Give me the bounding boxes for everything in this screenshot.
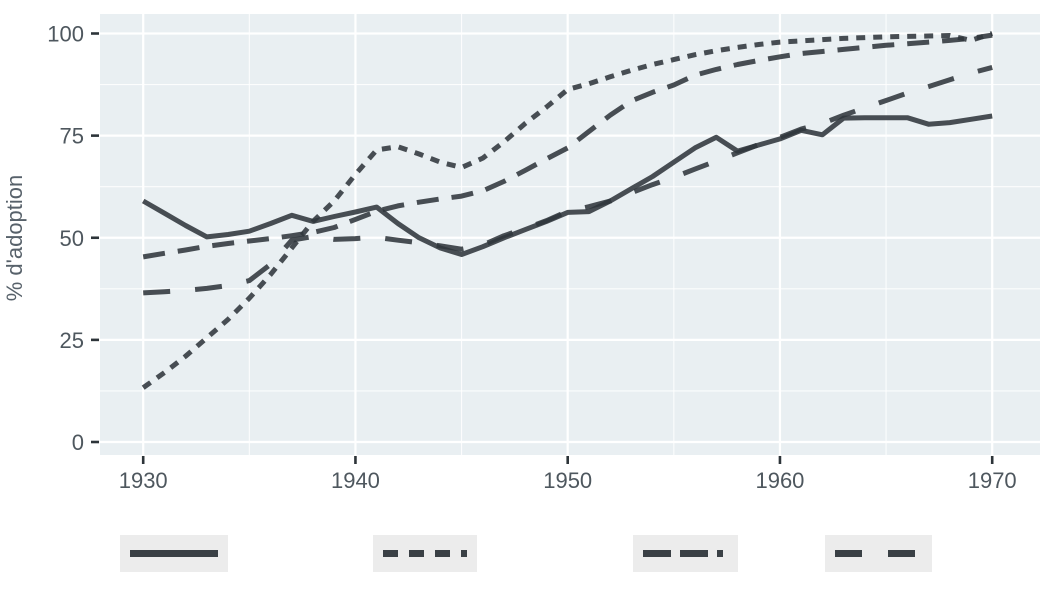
y-tick-label: 75	[60, 124, 84, 149]
generated-chart-layers: 0 25 50 75 100 1930 1940 1950 1960 1970	[47, 14, 1040, 493]
panel-background	[100, 14, 1040, 455]
legend: Automobile Réfrigérateur Poêle Vide	[0, 510, 1050, 600]
series-line-refrigerateur	[141, 31, 993, 390]
series-line-poele	[142, 32, 993, 260]
vide-line-sample-icon	[835, 550, 922, 557]
x-tick-label: 1970	[968, 468, 1017, 493]
x-tick-label: 1930	[119, 468, 168, 493]
y-tick-label: 0	[72, 430, 84, 455]
series-line-automobile	[141, 113, 993, 257]
x-tick-label: 1960	[755, 468, 804, 493]
x-tick-label: 1950	[543, 468, 592, 493]
y-tick-label: 100	[47, 22, 84, 47]
legend-key-automobile	[120, 535, 228, 572]
y-tick-label: 50	[60, 226, 84, 251]
refrigerateur-line-sample-icon	[383, 550, 467, 557]
legend-key-poele	[633, 535, 738, 572]
x-tick-label: 1940	[331, 468, 380, 493]
automobile-line-sample-icon	[130, 550, 218, 557]
poele-line-sample-icon	[643, 550, 728, 557]
legend-key-vide	[825, 535, 932, 572]
plot-area-svg: 0 25 50 75 100 1930 1940 1950 1960 1970 % d'adopt…	[2, 14, 1040, 493]
series-line-vide	[143, 64, 993, 296]
y-tick-label: 25	[60, 328, 84, 353]
y-axis-title: % d'adoption	[2, 175, 27, 302]
legend-key-refrigerateur	[373, 535, 477, 572]
